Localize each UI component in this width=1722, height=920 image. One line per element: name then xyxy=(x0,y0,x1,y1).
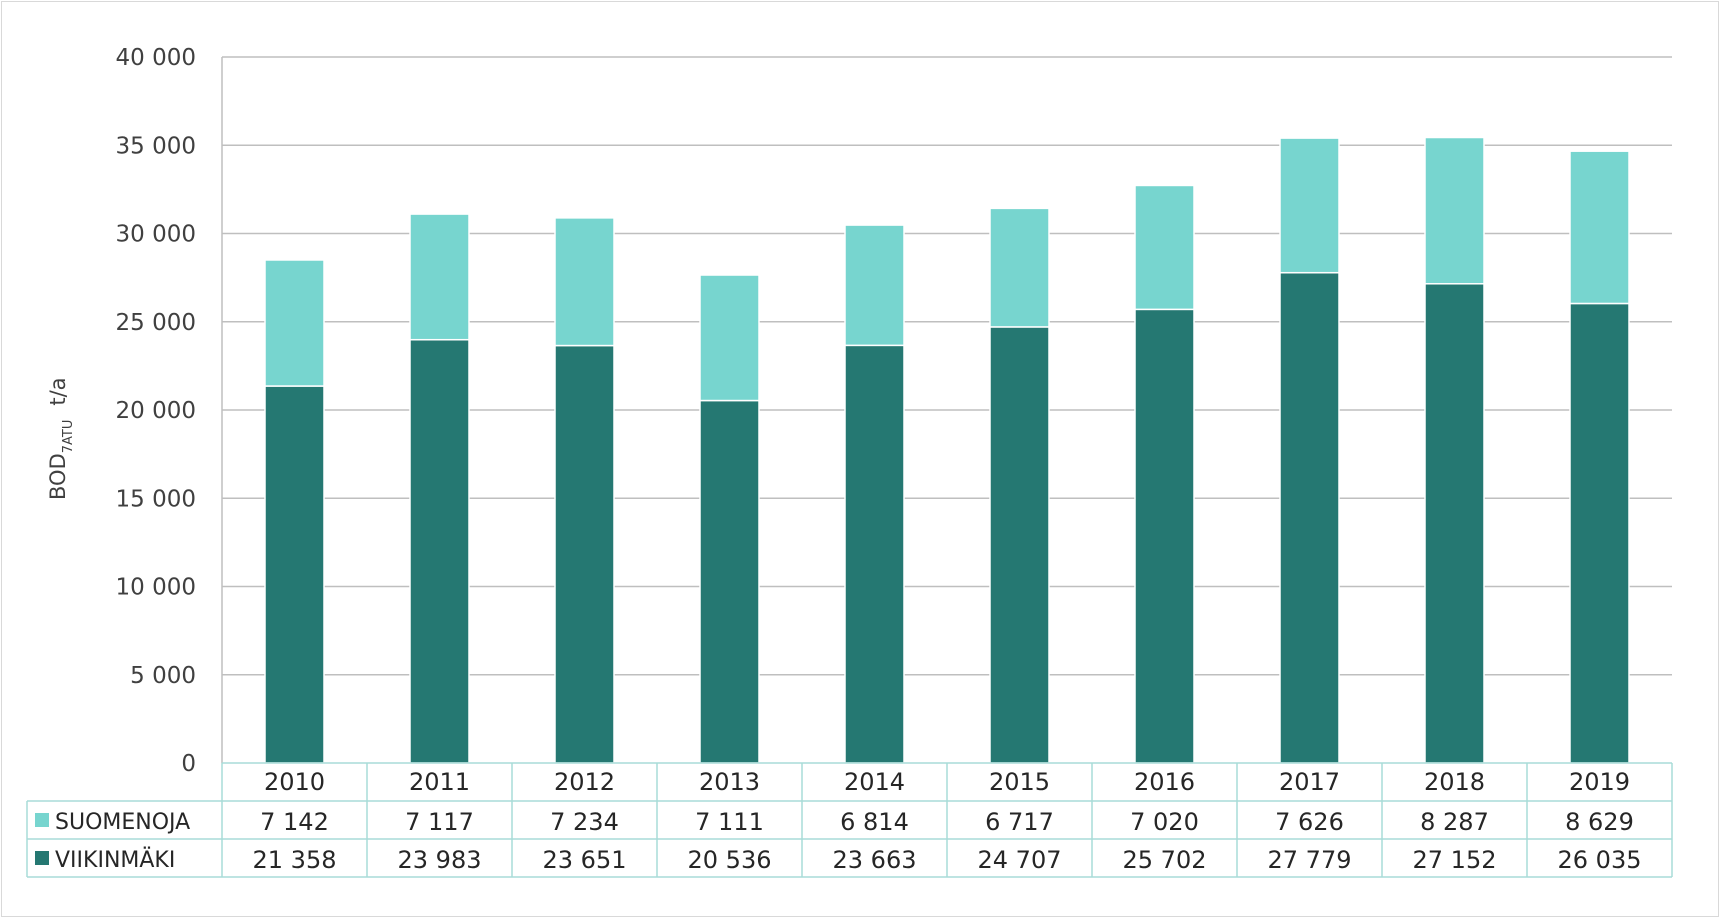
legend-label-viikinmaki: VIIKINMÄKI xyxy=(55,847,175,873)
y-axis-title: BOD7ATU t/a xyxy=(46,377,76,500)
y-tick-label: 10 000 xyxy=(116,575,196,601)
data-table-value: 20 536 xyxy=(688,846,772,874)
data-table-value: 24 707 xyxy=(978,846,1062,874)
y-tick-label: 40 000 xyxy=(116,45,196,71)
bar-suomenoja xyxy=(1569,150,1630,305)
x-category-label: 2010 xyxy=(264,768,325,796)
legend-swatch-viikinmaki xyxy=(35,851,49,865)
y-tick-label: 30 000 xyxy=(116,222,196,248)
y-axis-title-unit: t/a xyxy=(46,377,70,405)
data-table-value: 27 779 xyxy=(1268,846,1352,874)
bar-viikinmaki xyxy=(1134,308,1195,764)
legend-label-suomenoja: SUOMENOJA xyxy=(55,810,190,835)
y-tick-label: 0 xyxy=(181,751,196,777)
x-category-label: 2017 xyxy=(1279,768,1340,796)
bar-suomenoja xyxy=(554,217,615,347)
data-table-value: 6 814 xyxy=(840,808,909,836)
bar-viikinmaki xyxy=(554,344,615,764)
data-table-value: 23 663 xyxy=(833,846,917,874)
y-tick-label: 15 000 xyxy=(116,486,196,512)
bar-viikinmaki xyxy=(844,344,905,764)
bar-viikinmaki xyxy=(409,338,470,764)
legend-swatch-suomenoja xyxy=(35,813,49,827)
data-table-value: 7 020 xyxy=(1130,808,1199,836)
y-axis-title-main: BOD xyxy=(46,453,70,500)
y-tick-label: 5 000 xyxy=(130,663,196,689)
x-category-label: 2016 xyxy=(1134,768,1195,796)
bar-viikinmaki xyxy=(1569,302,1630,764)
data-table-value: 23 651 xyxy=(543,846,627,874)
bar-viikinmaki xyxy=(1424,283,1485,764)
bar-viikinmaki xyxy=(264,385,325,764)
y-tick-label: 35 000 xyxy=(116,133,196,159)
bar-suomenoja xyxy=(699,274,760,402)
x-category-label: 2014 xyxy=(844,768,905,796)
bar-suomenoja xyxy=(409,213,470,341)
data-table-value: 27 152 xyxy=(1413,846,1497,874)
bar-suomenoja xyxy=(1424,136,1485,285)
x-category-label: 2018 xyxy=(1424,768,1485,796)
bar-viikinmaki xyxy=(699,399,760,764)
x-category-label: 2012 xyxy=(554,768,615,796)
data-table-value: 25 702 xyxy=(1123,846,1207,874)
data-table-value: 7 234 xyxy=(550,808,619,836)
data-table-value: 7 142 xyxy=(260,808,329,836)
bar-viikinmaki xyxy=(1279,271,1340,764)
bar-suomenoja xyxy=(1279,137,1340,274)
y-tick-label: 20 000 xyxy=(116,398,196,424)
data-table-value: 7 117 xyxy=(405,808,474,836)
data-table-value: 8 629 xyxy=(1565,808,1634,836)
data-table-value: 8 287 xyxy=(1420,808,1489,836)
y-axis-title-subscript: 7ATU xyxy=(61,420,76,454)
data-table-value: 7 111 xyxy=(695,808,764,836)
x-category-label: 2015 xyxy=(989,768,1050,796)
data-table-value: 7 626 xyxy=(1275,808,1344,836)
x-category-label: 2019 xyxy=(1569,768,1630,796)
x-category-label: 2013 xyxy=(699,768,760,796)
data-table-value: 21 358 xyxy=(253,846,337,874)
y-tick-label: 25 000 xyxy=(116,310,196,336)
data-table-value: 26 035 xyxy=(1558,846,1642,874)
bar-suomenoja xyxy=(1134,184,1195,311)
data-table-value: 6 717 xyxy=(985,808,1054,836)
data-table-value: 23 983 xyxy=(398,846,482,874)
bar-viikinmaki xyxy=(989,326,1050,764)
bar-suomenoja xyxy=(989,207,1050,328)
bar-suomenoja xyxy=(264,259,325,387)
bar-suomenoja xyxy=(844,224,905,347)
x-category-label: 2011 xyxy=(409,768,470,796)
